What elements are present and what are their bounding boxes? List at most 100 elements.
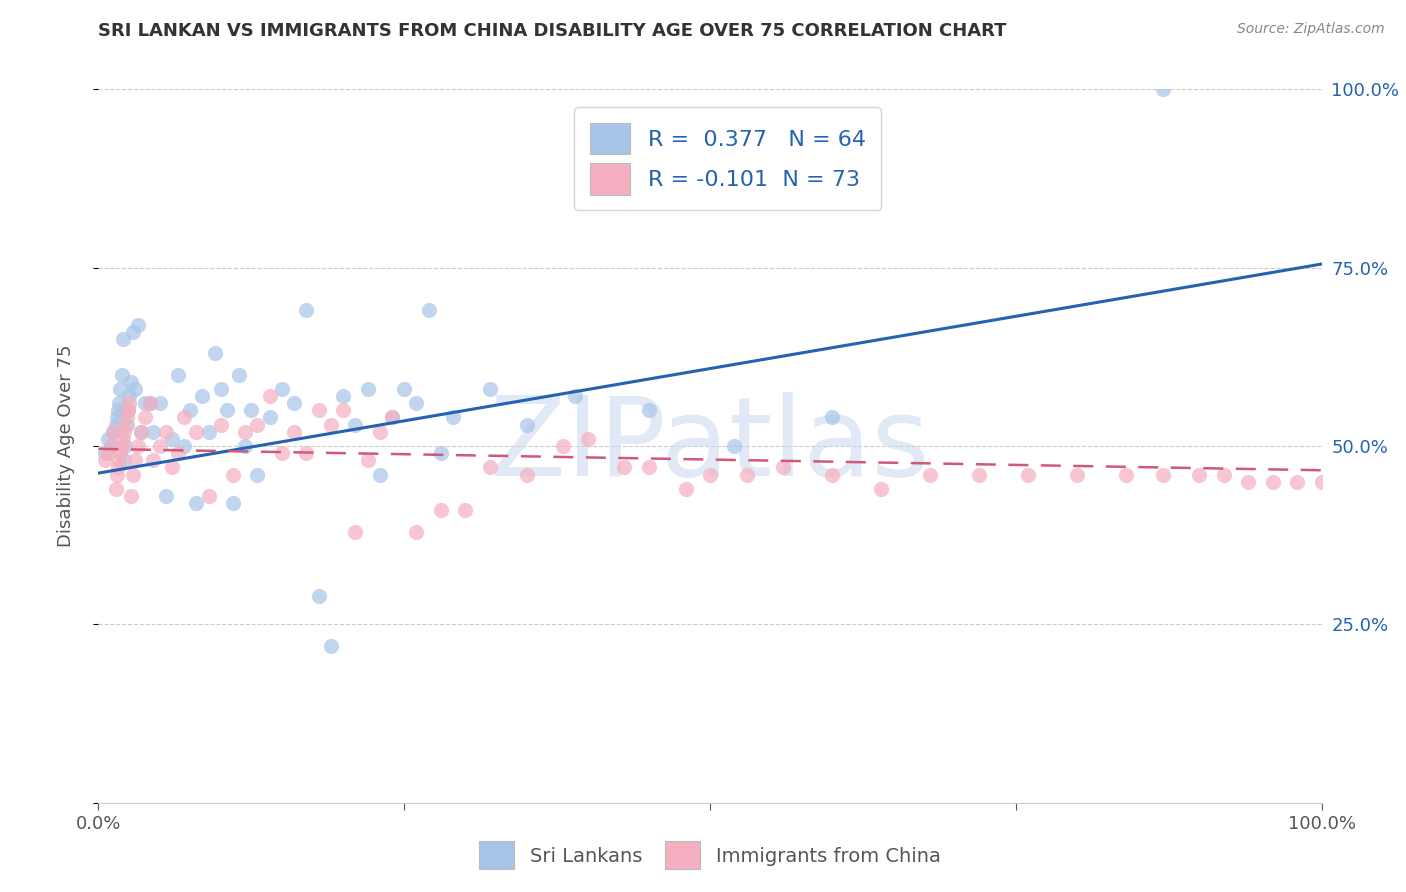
Point bbox=[121, 467, 143, 482]
Point bbox=[120, 489, 142, 503]
Point bbox=[100, 439, 122, 453]
Point bbox=[920, 467, 942, 482]
Point bbox=[139, 396, 162, 410]
Point bbox=[1066, 467, 1088, 482]
Point bbox=[308, 403, 330, 417]
Point bbox=[356, 453, 378, 467]
Text: SRI LANKAN VS IMMIGRANTS FROM CHINA DISABILITY AGE OVER 75 CORRELATION CHART: SRI LANKAN VS IMMIGRANTS FROM CHINA DISA… bbox=[98, 22, 1007, 40]
Point bbox=[215, 403, 238, 417]
Point bbox=[209, 417, 232, 432]
Point bbox=[101, 425, 124, 439]
Point bbox=[121, 325, 143, 339]
Point bbox=[478, 382, 501, 396]
Y-axis label: Disability Age Over 75: Disability Age Over 75 bbox=[56, 344, 75, 548]
Point bbox=[142, 453, 165, 467]
Point bbox=[105, 467, 128, 482]
Point bbox=[735, 467, 758, 482]
Point bbox=[134, 410, 156, 425]
Point bbox=[112, 425, 135, 439]
Point bbox=[454, 503, 477, 517]
Point bbox=[1152, 467, 1174, 482]
Point bbox=[118, 396, 141, 410]
Point bbox=[821, 410, 844, 425]
Point bbox=[179, 403, 201, 417]
Point bbox=[155, 425, 177, 439]
Point bbox=[1237, 475, 1260, 489]
Point bbox=[111, 368, 134, 382]
Point bbox=[222, 467, 245, 482]
Point bbox=[120, 375, 142, 389]
Point bbox=[160, 460, 183, 475]
Point bbox=[191, 389, 214, 403]
Point bbox=[381, 410, 404, 425]
Point bbox=[553, 439, 575, 453]
Point bbox=[1286, 475, 1309, 489]
Point bbox=[186, 425, 208, 439]
Point bbox=[441, 410, 464, 425]
Point bbox=[319, 417, 342, 432]
Point bbox=[283, 396, 305, 410]
Text: ZIPatlas: ZIPatlas bbox=[491, 392, 929, 500]
Point bbox=[283, 425, 305, 439]
Point bbox=[204, 346, 226, 360]
Point bbox=[1188, 467, 1211, 482]
Point bbox=[117, 403, 139, 417]
Point bbox=[332, 389, 354, 403]
Point bbox=[418, 303, 440, 318]
Point bbox=[108, 453, 131, 467]
Point bbox=[638, 460, 661, 475]
Point bbox=[515, 417, 537, 432]
Point bbox=[115, 410, 138, 425]
Point bbox=[1212, 467, 1234, 482]
Point bbox=[114, 439, 136, 453]
Text: Source: ZipAtlas.com: Source: ZipAtlas.com bbox=[1237, 22, 1385, 37]
Point bbox=[430, 446, 453, 460]
Point bbox=[115, 417, 138, 432]
Point bbox=[104, 482, 127, 496]
Point bbox=[149, 439, 172, 453]
Point bbox=[270, 446, 294, 460]
Point bbox=[173, 410, 195, 425]
Point bbox=[576, 432, 599, 446]
Point bbox=[93, 453, 115, 467]
Point bbox=[139, 396, 162, 410]
Point bbox=[167, 446, 190, 460]
Point bbox=[699, 467, 721, 482]
Point bbox=[173, 439, 195, 453]
Point bbox=[295, 446, 318, 460]
Point bbox=[108, 396, 131, 410]
Point bbox=[270, 382, 294, 396]
Point bbox=[111, 432, 134, 446]
Point bbox=[107, 460, 129, 475]
Point bbox=[111, 332, 134, 346]
Point bbox=[114, 417, 136, 432]
Point bbox=[1261, 475, 1284, 489]
Point bbox=[772, 460, 794, 475]
Point bbox=[723, 439, 745, 453]
Point bbox=[308, 589, 330, 603]
Point bbox=[240, 403, 263, 417]
Point bbox=[118, 389, 141, 403]
Point bbox=[870, 482, 893, 496]
Point bbox=[332, 403, 354, 417]
Point bbox=[1017, 467, 1039, 482]
Point bbox=[344, 417, 367, 432]
Point bbox=[124, 453, 146, 467]
Point bbox=[186, 496, 208, 510]
Point bbox=[246, 417, 269, 432]
Point bbox=[405, 524, 427, 539]
Point bbox=[675, 482, 697, 496]
Point bbox=[967, 467, 990, 482]
Point bbox=[111, 439, 134, 453]
Point bbox=[233, 439, 256, 453]
Point bbox=[405, 396, 427, 410]
Point bbox=[209, 382, 232, 396]
Point bbox=[368, 425, 391, 439]
Point bbox=[197, 425, 219, 439]
Point bbox=[160, 432, 183, 446]
Point bbox=[613, 460, 636, 475]
Point bbox=[246, 467, 269, 482]
Point bbox=[129, 425, 152, 439]
Point bbox=[167, 368, 190, 382]
Point bbox=[197, 489, 219, 503]
